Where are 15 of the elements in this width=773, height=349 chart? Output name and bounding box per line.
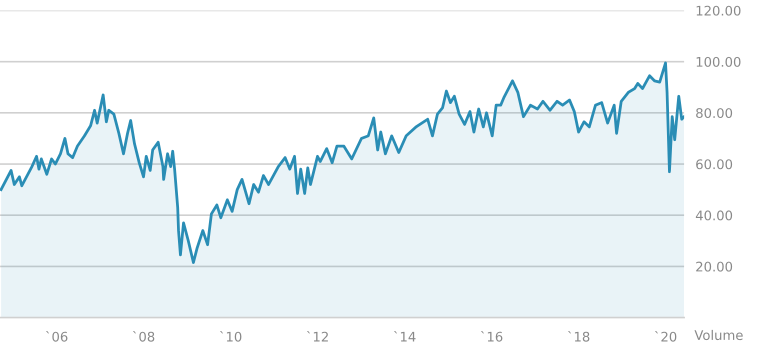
x-tick-label: `16	[480, 330, 502, 342]
y-tick-label: 80.00	[696, 108, 732, 118]
x-tick-label: `08	[132, 330, 154, 342]
x-tick-label: `10	[220, 330, 242, 342]
x-tick-label: `14	[394, 330, 416, 342]
x-tick-label: `18	[568, 330, 590, 342]
x-tick-label: `20	[654, 330, 676, 342]
x-axis-title: Volume	[694, 330, 743, 340]
y-tick-label: 120.00	[696, 6, 741, 16]
y-tick-label: 20.00	[696, 262, 732, 272]
y-tick-label: 60.00	[696, 159, 732, 170]
x-tick-label: `12	[306, 330, 328, 342]
y-tick-label: 40.00	[696, 210, 732, 220]
y-tick-label: 100.00	[696, 56, 741, 67]
x-tick-label: `06	[46, 330, 68, 342]
